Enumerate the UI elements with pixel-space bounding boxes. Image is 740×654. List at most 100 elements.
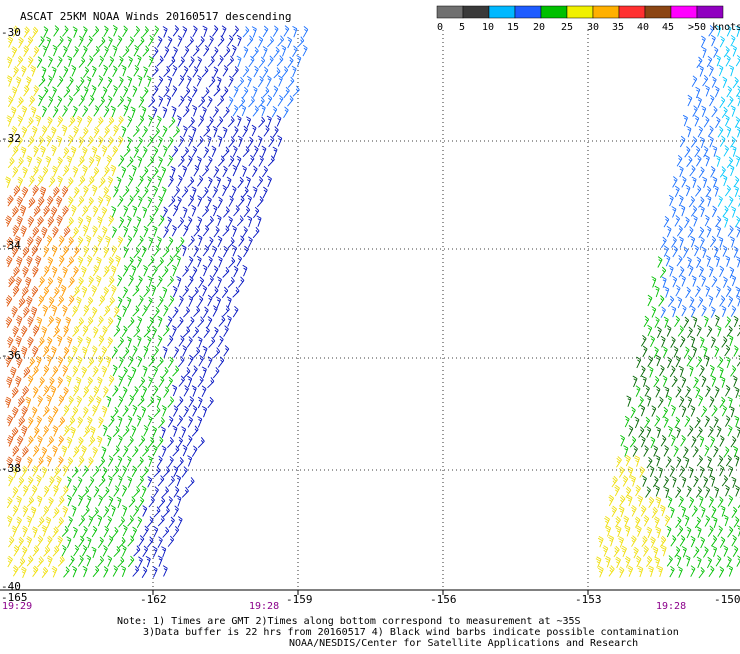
wind-barb xyxy=(137,275,143,288)
wind-barb xyxy=(50,126,57,138)
wind-barb xyxy=(704,415,710,428)
wind-barb xyxy=(72,325,80,337)
wind-barb xyxy=(7,36,14,48)
wind-barb xyxy=(156,395,162,407)
wind-barb xyxy=(32,165,39,178)
wind-barb xyxy=(653,445,659,457)
wind-barb xyxy=(41,125,48,137)
wind-barb xyxy=(226,176,232,189)
wind-barb xyxy=(13,266,20,278)
wind-barb xyxy=(117,96,124,108)
wind-barb xyxy=(226,55,234,67)
wind-barb xyxy=(47,75,53,87)
wind-barb xyxy=(142,545,149,557)
wind-barb xyxy=(167,175,174,188)
wind-barb xyxy=(260,104,266,117)
wind-barb xyxy=(707,125,714,137)
wind-barb xyxy=(725,255,731,267)
wind-barb xyxy=(734,415,740,427)
wind-barb xyxy=(196,156,202,168)
wind-barb xyxy=(595,556,602,568)
wind-barb xyxy=(23,26,30,38)
wind-barb xyxy=(690,535,696,548)
wind-barb xyxy=(223,46,231,58)
wind-barb xyxy=(632,445,638,457)
wind-barb xyxy=(686,126,692,138)
wind-barb xyxy=(707,556,712,569)
wind-barb xyxy=(43,26,49,38)
wind-barb xyxy=(126,215,132,228)
wind-barb xyxy=(232,66,239,78)
wind-barb xyxy=(117,235,124,248)
wind-barb xyxy=(681,176,687,188)
wind-barb xyxy=(153,506,161,518)
wind-barb xyxy=(236,55,242,68)
wind-barb xyxy=(722,245,728,257)
wind-barb xyxy=(160,426,166,438)
wind-barb xyxy=(650,536,656,548)
wind-barb xyxy=(629,436,637,448)
wind-barb xyxy=(723,216,729,228)
wind-barb xyxy=(48,496,54,509)
wind-barb xyxy=(696,56,703,69)
wind-barb xyxy=(107,336,113,349)
wind-barb xyxy=(710,166,716,178)
wind-barb xyxy=(82,105,89,117)
wind-barb xyxy=(28,197,36,209)
wind-barb xyxy=(643,515,650,527)
wind-barb xyxy=(72,406,79,418)
wind-barb xyxy=(133,64,140,77)
wind-barb xyxy=(686,155,693,168)
wind-barb xyxy=(82,544,88,557)
wind-barb xyxy=(227,116,235,128)
wind-barb xyxy=(53,25,60,37)
wind-barb xyxy=(112,85,118,97)
wind-barb xyxy=(86,316,94,328)
wind-barb xyxy=(148,35,154,47)
wind-barb xyxy=(197,336,203,348)
wind-barb xyxy=(22,385,29,398)
wind-barb xyxy=(221,286,229,298)
wind-barb xyxy=(41,566,49,578)
wind-barb xyxy=(67,295,75,307)
wind-barb xyxy=(188,396,194,408)
wind-barb xyxy=(58,255,65,267)
wind-barb xyxy=(71,204,77,217)
wind-barb xyxy=(720,505,726,517)
wind-barb xyxy=(30,506,37,518)
wind-barb xyxy=(156,115,162,128)
wind-barb xyxy=(152,566,158,578)
wind-barb xyxy=(117,274,123,287)
wind-barb xyxy=(212,367,220,379)
wind-barb xyxy=(261,145,267,158)
wind-barb xyxy=(143,525,149,537)
wind-barb xyxy=(43,205,50,217)
wind-barb xyxy=(183,405,189,418)
wind-barb xyxy=(46,354,53,367)
note-line-3: NOAA/NESDIS/Center for Satellite Applica… xyxy=(289,638,639,649)
wind-barb xyxy=(191,145,198,158)
wind-barb xyxy=(689,296,695,308)
wind-barb xyxy=(709,94,715,107)
wind-barb xyxy=(153,127,160,139)
wind-barb xyxy=(728,64,735,77)
wind-barb xyxy=(202,165,209,177)
wind-barb xyxy=(32,465,39,477)
wind-barb xyxy=(698,394,704,407)
wind-barb xyxy=(103,286,109,299)
wind-barb xyxy=(21,105,28,117)
wind-barb xyxy=(37,135,44,148)
wind-barb xyxy=(47,216,55,228)
wind-barb xyxy=(102,86,108,99)
wind-barb xyxy=(680,204,686,217)
wind-barb xyxy=(63,66,69,78)
wind-barb xyxy=(614,484,620,497)
wind-barb xyxy=(718,64,724,77)
wind-barb xyxy=(56,215,63,227)
wind-barb xyxy=(162,145,168,157)
wind-barb xyxy=(276,55,284,67)
wind-barb xyxy=(172,445,180,457)
wind-barb xyxy=(137,295,144,307)
wind-barb xyxy=(72,345,78,358)
wind-barb xyxy=(611,505,617,518)
